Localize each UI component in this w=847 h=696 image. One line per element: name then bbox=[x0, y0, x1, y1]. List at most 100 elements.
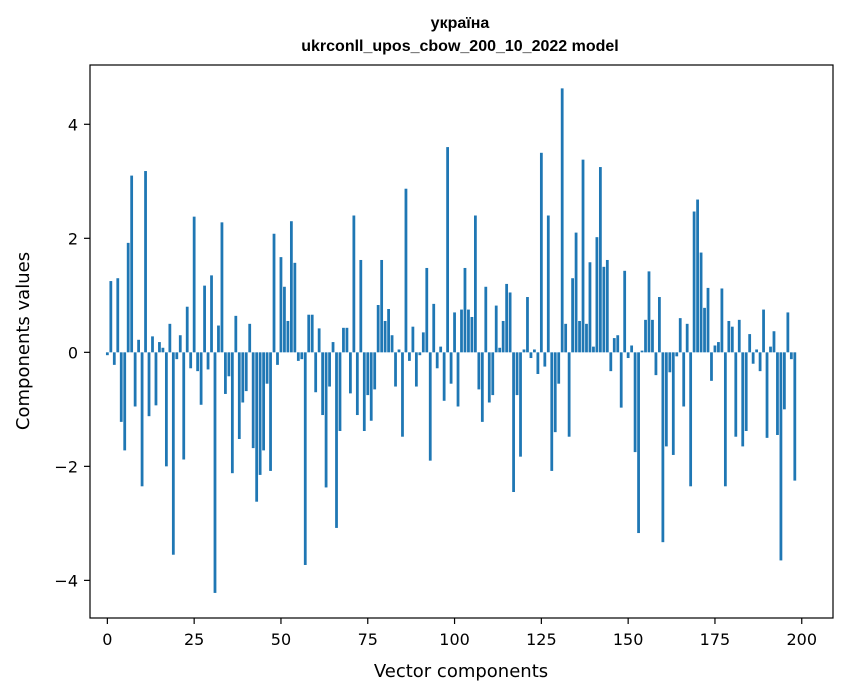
x-tick-label: 0 bbox=[102, 630, 112, 649]
bar-44 bbox=[258, 352, 262, 475]
y-tick-label: −2 bbox=[54, 457, 78, 476]
bar-131 bbox=[560, 88, 564, 353]
bar-133 bbox=[567, 352, 571, 437]
bar-14 bbox=[154, 352, 158, 406]
bar-107 bbox=[477, 352, 481, 390]
bar-126 bbox=[543, 352, 547, 367]
bar-31 bbox=[213, 352, 217, 593]
bar-78 bbox=[376, 305, 380, 353]
bar-42 bbox=[251, 352, 255, 449]
bar-41 bbox=[248, 323, 252, 353]
bar-197 bbox=[789, 352, 793, 360]
bar-188 bbox=[758, 352, 762, 372]
bar-92 bbox=[425, 267, 429, 353]
bar-185 bbox=[748, 334, 752, 353]
bar-150 bbox=[626, 352, 630, 359]
bar-88 bbox=[411, 326, 415, 353]
bar-164 bbox=[675, 352, 679, 357]
bar-169 bbox=[692, 211, 696, 353]
bar-193 bbox=[776, 352, 779, 435]
bar-148 bbox=[619, 352, 623, 408]
bar-128 bbox=[550, 352, 554, 471]
bar-81 bbox=[387, 309, 390, 353]
bar-146 bbox=[612, 338, 616, 353]
bar-176 bbox=[717, 342, 720, 353]
bar-80 bbox=[383, 320, 387, 353]
bar-53 bbox=[289, 221, 293, 353]
bar-155 bbox=[644, 319, 647, 353]
bar-73 bbox=[359, 259, 363, 353]
bar-82 bbox=[390, 335, 394, 353]
bar-95 bbox=[435, 352, 439, 369]
bar-79 bbox=[380, 259, 384, 353]
bar-62 bbox=[321, 352, 325, 416]
x-tick-label: 175 bbox=[700, 630, 731, 649]
x-tick-label: 50 bbox=[271, 630, 291, 649]
bar-132 bbox=[564, 323, 568, 353]
bar-66 bbox=[335, 352, 338, 528]
bar-46 bbox=[265, 352, 269, 384]
x-tick-label: 25 bbox=[184, 630, 204, 649]
bar-65 bbox=[331, 342, 335, 353]
bar-43 bbox=[255, 352, 259, 502]
bar-102 bbox=[460, 309, 463, 353]
bar-96 bbox=[439, 346, 443, 353]
x-tick-label: 125 bbox=[526, 630, 557, 649]
bar-163 bbox=[671, 352, 675, 455]
bar-134 bbox=[571, 278, 574, 353]
bar-182 bbox=[737, 319, 741, 353]
bar-32 bbox=[217, 325, 220, 353]
bar-76 bbox=[369, 352, 373, 421]
bar-5 bbox=[123, 352, 127, 451]
bar-7 bbox=[130, 175, 134, 353]
bar-68 bbox=[342, 327, 345, 353]
bar-167 bbox=[685, 323, 689, 353]
x-tick-label: 75 bbox=[358, 630, 378, 649]
bar-103 bbox=[463, 267, 467, 353]
plot-frame bbox=[89, 64, 834, 619]
bar-153 bbox=[637, 352, 640, 534]
bar-40 bbox=[244, 352, 248, 392]
bar-162 bbox=[668, 352, 672, 373]
bar-166 bbox=[682, 352, 686, 407]
bar-63 bbox=[324, 352, 328, 488]
bar-115 bbox=[505, 283, 509, 353]
bar-144 bbox=[605, 259, 609, 353]
bar-85 bbox=[401, 352, 404, 437]
bar-109 bbox=[484, 286, 488, 353]
bar-30 bbox=[210, 275, 213, 353]
bar-25 bbox=[192, 216, 196, 353]
bar-12 bbox=[147, 352, 151, 417]
bar-119 bbox=[519, 352, 522, 457]
y-tick-label: −4 bbox=[54, 571, 78, 590]
bar-149 bbox=[623, 270, 627, 353]
bar-17 bbox=[164, 352, 168, 467]
bar-143 bbox=[602, 266, 606, 353]
bar-168 bbox=[689, 352, 693, 487]
bar-195 bbox=[783, 352, 786, 410]
bar-35 bbox=[227, 352, 231, 377]
bar-75 bbox=[366, 352, 370, 396]
bar-100 bbox=[453, 312, 456, 353]
bar-71 bbox=[352, 215, 356, 353]
bar-19 bbox=[171, 352, 175, 555]
bar-179 bbox=[727, 320, 731, 353]
bar-83 bbox=[394, 352, 397, 387]
bar-23 bbox=[185, 306, 189, 353]
bar-186 bbox=[751, 352, 755, 364]
bar-21 bbox=[178, 335, 182, 353]
bar-130 bbox=[557, 352, 561, 384]
bar-104 bbox=[467, 309, 470, 353]
bar-190 bbox=[765, 352, 769, 438]
bar-64 bbox=[328, 352, 331, 387]
bar-111 bbox=[491, 352, 495, 396]
bar-113 bbox=[498, 347, 502, 353]
bar-93 bbox=[428, 352, 432, 461]
bar-57 bbox=[303, 352, 307, 565]
bar-69 bbox=[345, 327, 349, 353]
bar-198 bbox=[793, 352, 797, 481]
bar-6 bbox=[126, 242, 130, 353]
bar-124 bbox=[536, 352, 540, 374]
chart-subtitle: ukrconll_upos_cbow_200_10_2022 model bbox=[301, 38, 618, 55]
